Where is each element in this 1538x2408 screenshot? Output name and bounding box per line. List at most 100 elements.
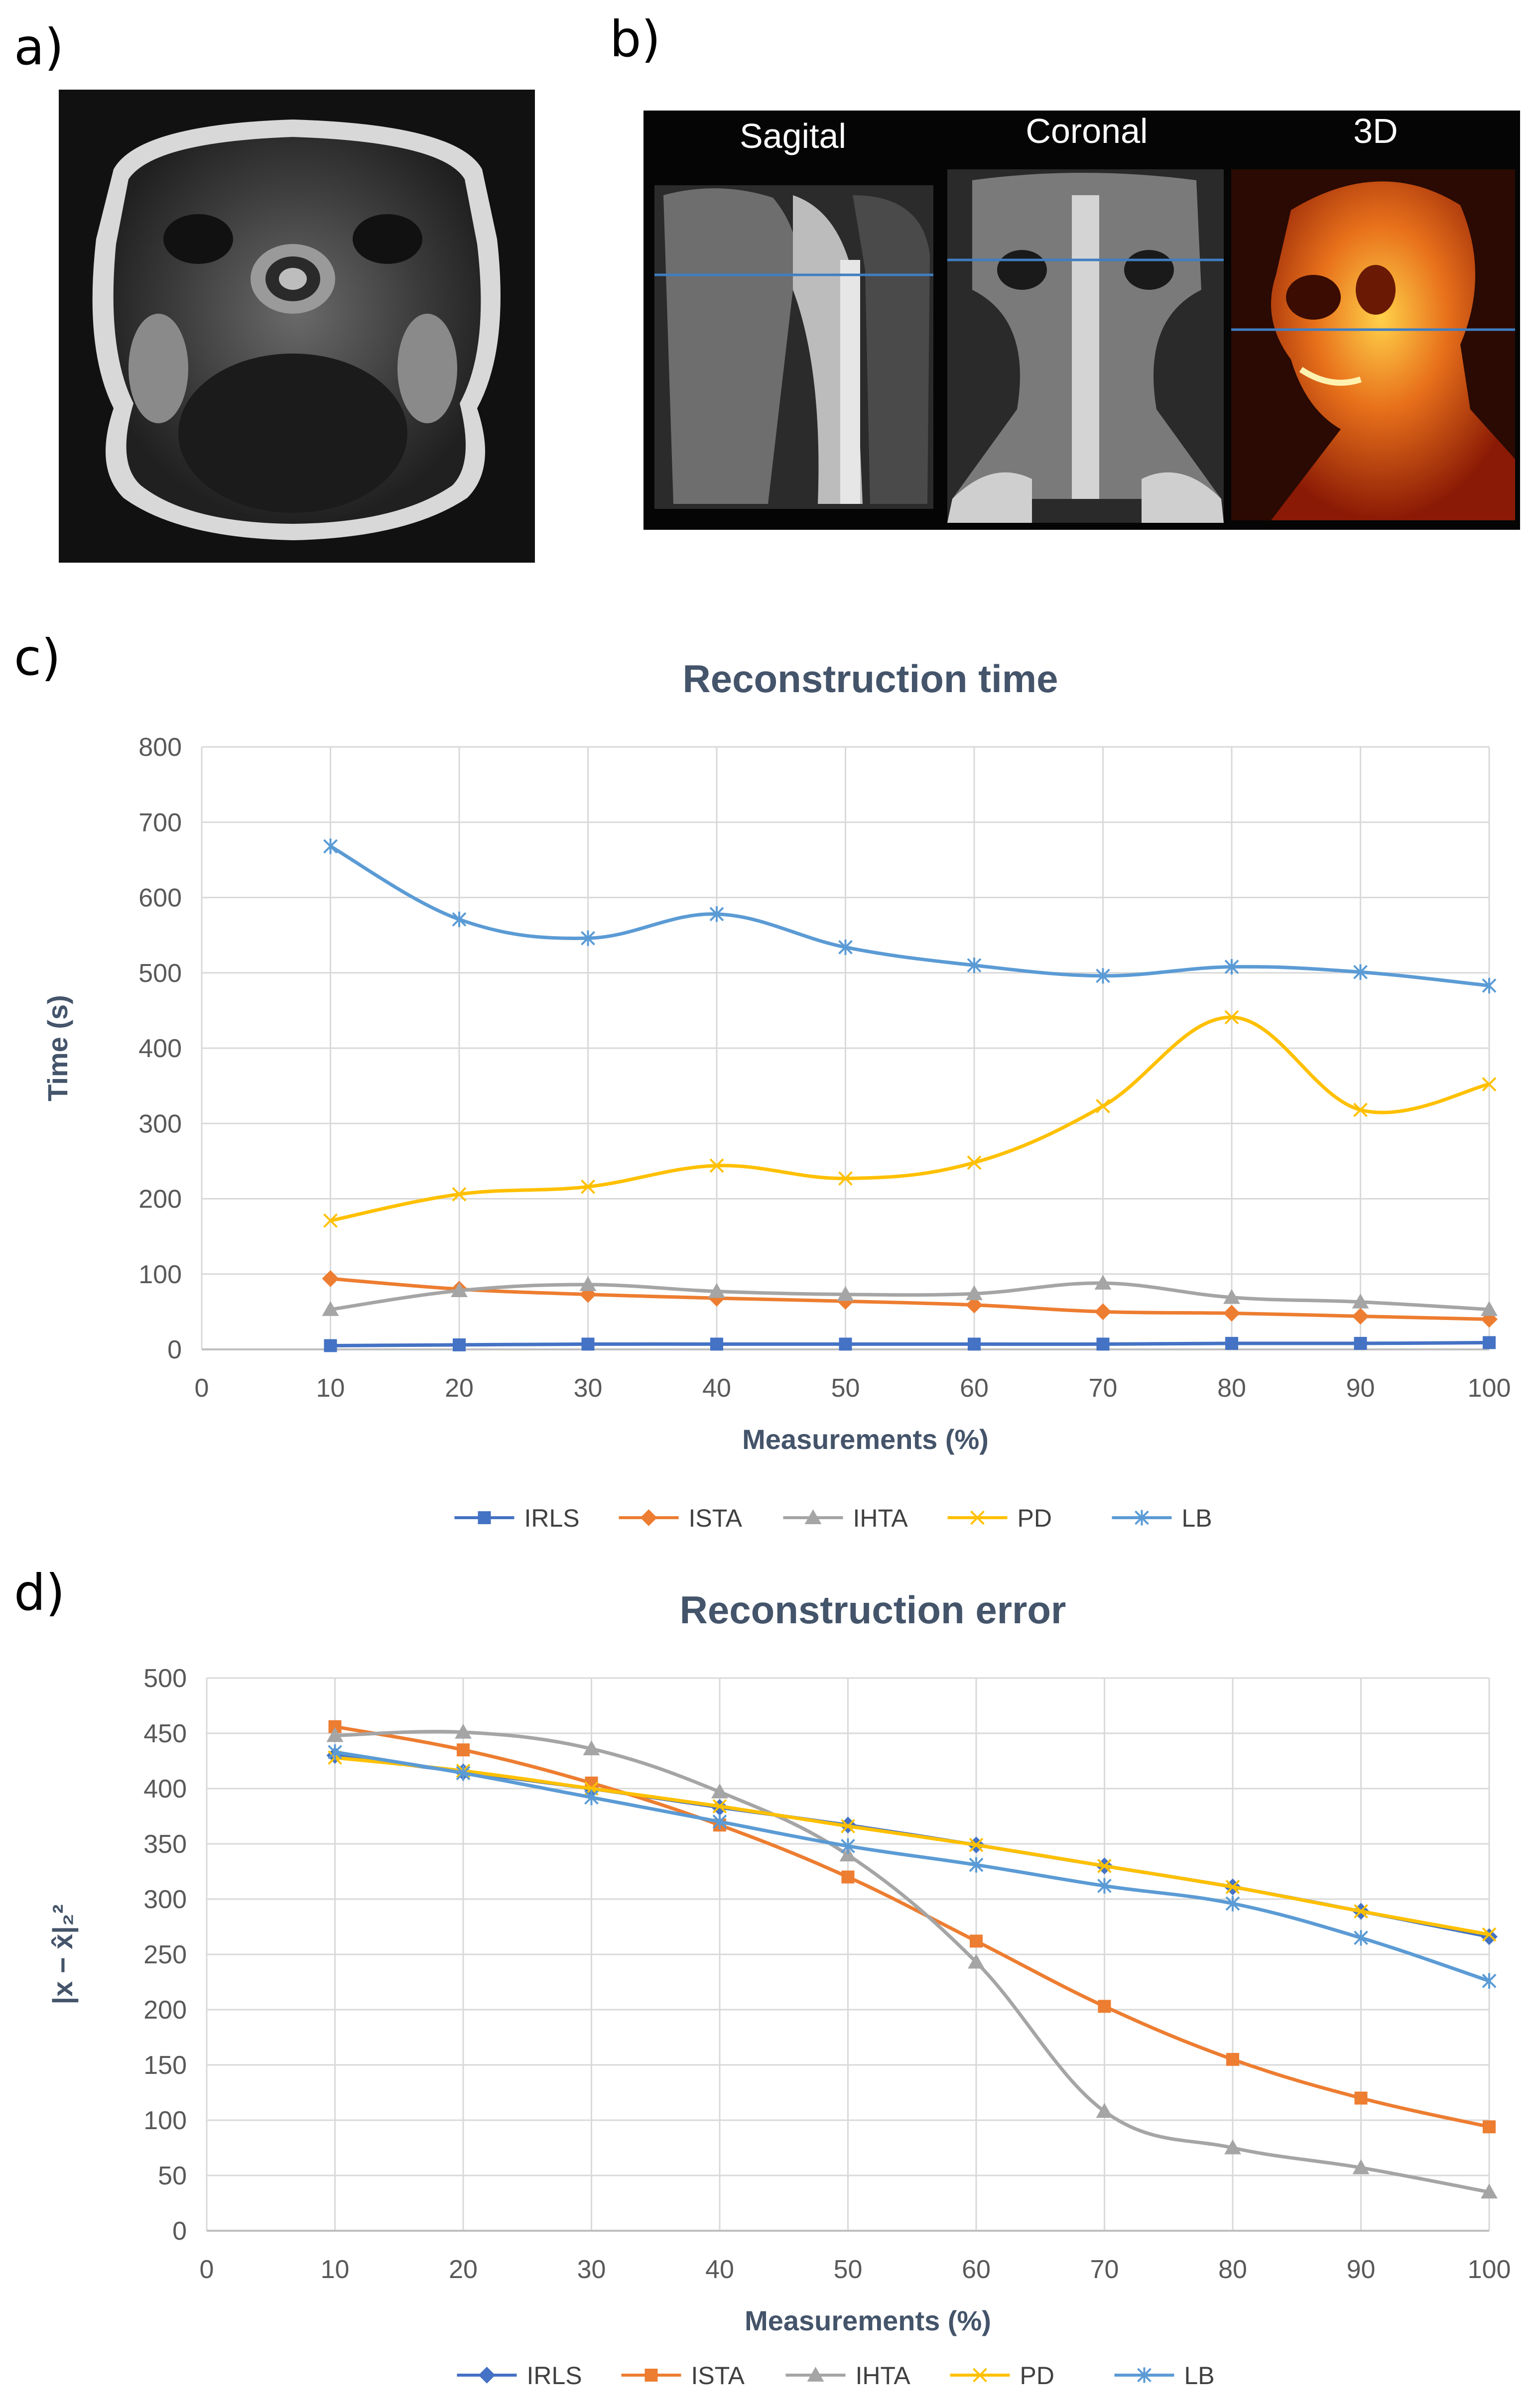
reconstruction-error-chart: Reconstruction error05010015020025030035…: [47, 1588, 1511, 2390]
time-legend-marker: [640, 1509, 657, 1526]
time-y-tick-label: 200: [138, 1185, 182, 1214]
error-point-ista: [1483, 2120, 1496, 2134]
time-y-tick-label: 400: [138, 1034, 182, 1063]
error-y-tick-label: 500: [143, 1664, 187, 1693]
error-y-tick-label: 250: [143, 1940, 187, 1969]
error-series-ihta: [326, 1723, 1498, 2199]
time-legend-label: PD: [1018, 1504, 1052, 1532]
error-point-lb: [841, 1838, 855, 1854]
error-legend-item-irls: IRLS: [457, 2362, 582, 2390]
error-y-tick-label: 400: [143, 1775, 187, 1804]
time-point-ista: [1352, 1308, 1369, 1325]
coronal-view: [947, 169, 1224, 523]
error-point-ihta: [711, 1783, 728, 1799]
error-line-ihta: [335, 1730, 1490, 2194]
error-point-ista: [1354, 2091, 1368, 2105]
time-line-ista: [330, 1277, 1490, 1321]
error-legend-marker: [973, 2368, 987, 2383]
error-x-tick-label: 90: [1347, 2255, 1376, 2284]
error-point-pd: [841, 1819, 855, 1833]
time-legend-item-irls: IRLS: [454, 1504, 580, 1532]
time-point-ista: [322, 1270, 339, 1287]
time-x-tick-label: 20: [445, 1374, 474, 1403]
error-point-ihta: [455, 1723, 472, 1739]
time-y-axis-label: Time (s): [42, 995, 73, 1101]
error-x-tick-label: 10: [321, 2255, 350, 2284]
error-legend-marker: [807, 2367, 824, 2382]
error-point-lb: [328, 1744, 342, 1760]
error-legend-item-ista: ISTA: [621, 2362, 745, 2390]
time-point-irls: [1483, 1336, 1496, 1349]
error-point-lb: [969, 1857, 984, 1873]
error-x-tick-label: 40: [705, 2255, 734, 2284]
error-y-tick-label: 50: [158, 2162, 187, 2190]
error-x-tick-label: 20: [449, 2255, 478, 2284]
error-point-lb: [1225, 1896, 1240, 1912]
time-point-pd: [1224, 1010, 1239, 1025]
time-point-pd: [581, 1179, 595, 1194]
time-point-irls: [839, 1337, 852, 1351]
error-x-tick-label: 70: [1090, 2255, 1119, 2284]
time-point-lb: [581, 930, 595, 946]
panel-label-d: d): [14, 1564, 65, 1622]
time-line-lb: [329, 844, 1490, 987]
error-y-axis-label: |x − x̂|₂²: [47, 1905, 79, 2005]
error-line-pd: [335, 1756, 1490, 1936]
error-x-tick-label: 80: [1218, 2255, 1247, 2284]
time-point-ihta: [451, 1282, 468, 1298]
error-x-tick-label: 50: [834, 2255, 863, 2284]
time-point-irls: [1354, 1336, 1367, 1350]
time-legend-item-ista: ISTA: [619, 1504, 743, 1532]
error-line-ista: [334, 1725, 1490, 2129]
error-legend-label: IRLS: [527, 2362, 582, 2390]
time-legend-item-pd: PD: [947, 1504, 1052, 1532]
error-point-ihta: [968, 1953, 985, 1969]
3d-view: [1231, 169, 1515, 520]
time-point-pd: [1482, 1077, 1497, 1092]
error-point-ihta: [326, 1727, 344, 1742]
time-x-tick-label: 60: [960, 1374, 989, 1403]
time-x-tick-label: 80: [1217, 1374, 1246, 1403]
time-x-tick-label: 50: [831, 1374, 860, 1403]
error-y-tick-label: 300: [143, 1885, 187, 1914]
error-point-pd: [1482, 1927, 1497, 1942]
time-legend-label: IHTA: [853, 1504, 908, 1532]
time-point-irls: [1096, 1337, 1110, 1351]
error-y-tick-label: 150: [143, 2051, 187, 2080]
error-point-ihta: [839, 1846, 857, 1862]
error-y-tick-label: 350: [143, 1830, 187, 1859]
time-line-irls: [330, 1340, 1490, 1347]
error-point-ihta: [1224, 2139, 1241, 2155]
time-legend-label: LB: [1182, 1504, 1212, 1532]
time-x-tick-label: 40: [702, 1374, 731, 1403]
error-point-ista: [841, 1870, 855, 1884]
error-point-ista: [457, 1743, 470, 1757]
time-point-ihta: [1352, 1293, 1369, 1309]
time-legend-label: ISTA: [689, 1504, 743, 1532]
time-legend-marker: [1135, 1510, 1149, 1526]
time-series-irls: [324, 1336, 1496, 1352]
time-point-pd: [1353, 1102, 1368, 1117]
error-point-lb: [1354, 1930, 1368, 1946]
time-point-lb: [838, 939, 853, 955]
error-legend-item-pd: PD: [950, 2362, 1054, 2390]
reconstruction-time-chart: Reconstruction time010020030040050060070…: [42, 657, 1511, 1532]
error-point-pd: [969, 1837, 984, 1852]
time-point-lb: [452, 911, 467, 927]
time-point-pd: [1096, 1099, 1110, 1113]
sagital-view-label: Sagital: [740, 117, 846, 155]
error-point-irls: [1481, 1928, 1498, 1945]
time-point-irls: [1225, 1336, 1238, 1350]
error-y-tick-label: 0: [172, 2217, 187, 2246]
time-x-axis-label: Measurements (%): [742, 1424, 989, 1455]
time-legend-item-lb: LB: [1112, 1504, 1212, 1532]
time-point-ista: [1094, 1303, 1112, 1321]
time-y-tick-label: 0: [167, 1335, 182, 1364]
time-x-tick-label: 100: [1468, 1374, 1511, 1403]
error-x-tick-label: 30: [577, 2255, 606, 2284]
time-point-ihta: [1223, 1289, 1240, 1304]
error-point-pd: [1354, 1904, 1368, 1919]
error-y-tick-label: 450: [143, 1719, 187, 1748]
time-legend-label: IRLS: [524, 1504, 580, 1532]
panel-label-b: b): [610, 10, 661, 68]
